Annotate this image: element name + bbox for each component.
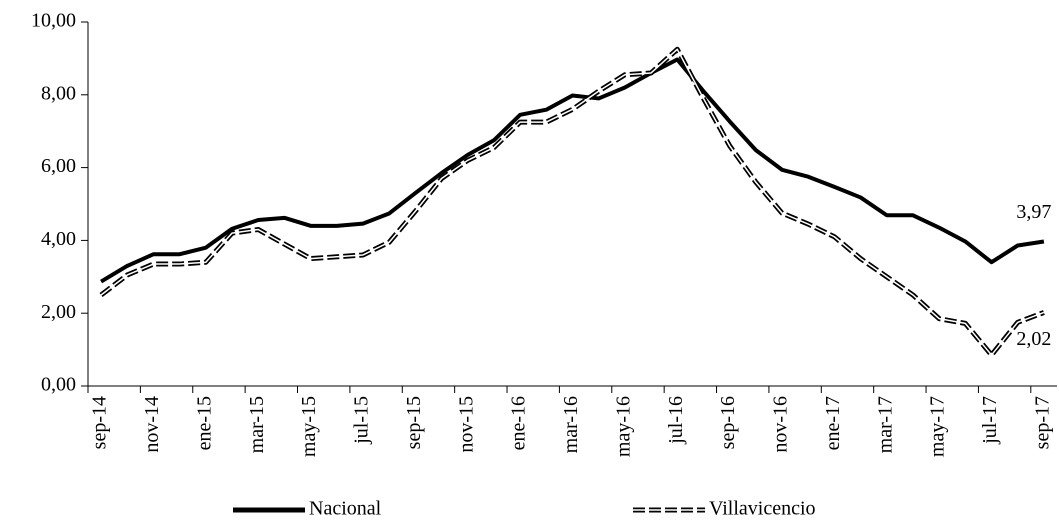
line [100, 57, 1045, 284]
x-tick-label: mar-15 [246, 396, 268, 453]
x-tick-label: sep-16 [717, 396, 739, 449]
x-tick-label: ene-17 [822, 396, 844, 450]
x-tick-label: mar-16 [560, 396, 582, 453]
y-tick-label: 6,00 [41, 155, 76, 177]
x-tick-label: may-17 [927, 396, 949, 457]
x-tick-label: ene-15 [193, 396, 215, 450]
x-tick-label: sep-15 [403, 396, 425, 449]
line-inner [100, 48, 1045, 356]
y-tick-label: 2,00 [41, 301, 76, 323]
x-tick-label: sep-17 [1031, 396, 1053, 449]
y-tick-label: 0,00 [41, 374, 76, 396]
x-tick-label: nov-16 [770, 396, 792, 453]
legend-label: Villavicencio [709, 498, 816, 520]
x-tick-label: nov-14 [141, 396, 163, 453]
x-tick-label: mar-17 [874, 396, 896, 453]
x-tick-label: sep-14 [89, 396, 111, 449]
x-tick-label: nov-15 [455, 396, 477, 453]
x-tick-label: jul-15 [351, 396, 373, 445]
x-tick-label: jul-16 [665, 396, 687, 445]
data-label: 2,02 [1016, 328, 1051, 350]
y-tick-label: 10,00 [31, 10, 76, 32]
y-tick-label: 4,00 [41, 228, 76, 250]
x-tick-label: ene-16 [508, 396, 530, 450]
x-tick-label: may-15 [298, 396, 320, 457]
y-tick-label: 8,00 [41, 82, 76, 104]
x-tick-label: may-16 [612, 396, 634, 457]
x-tick-label: jul-17 [979, 396, 1001, 445]
data-label: 3,97 [1016, 201, 1051, 223]
legend-label: Nacional [309, 498, 382, 520]
